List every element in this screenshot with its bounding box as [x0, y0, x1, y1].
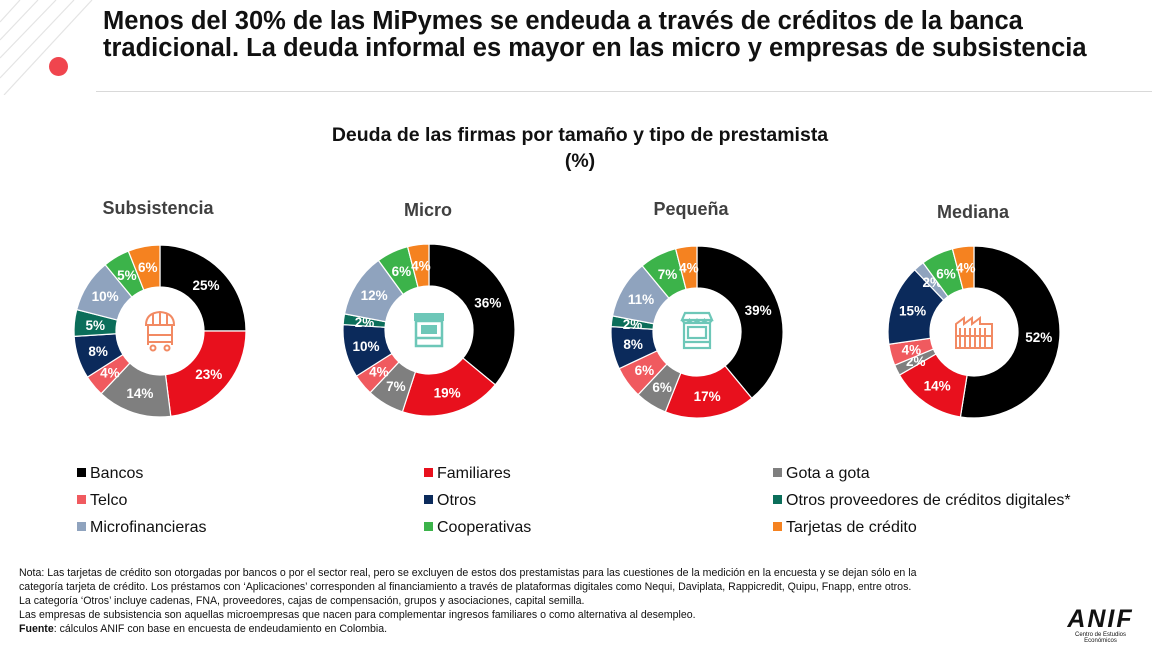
- data-label-mediana-bancos: 52%: [1025, 330, 1052, 345]
- donut-micro: 36%19%7%4%10%2%12%6% 4%: [342, 243, 516, 417]
- data-label-mediana-otros: 15%: [899, 304, 926, 319]
- data-label-subsistencia-telco: 4%: [100, 365, 120, 380]
- data-label-micro-tarjetas-de-credito: 4%: [411, 259, 431, 274]
- chart-title-line2: (%): [564, 150, 596, 172]
- slice-subsistencia-bancos: [159, 244, 247, 332]
- slice-pequena-bancos: [696, 245, 784, 400]
- factory-icon: [955, 316, 993, 349]
- donut-pequena: 39%17%6%6%8%2%11%7% 4%: [610, 245, 784, 419]
- chart-title-line1: Deuda de las firmas por tamaño y tipo de…: [331, 124, 829, 146]
- source-text: : cálculos ANIF con base en encuesta de …: [53, 623, 388, 635]
- data-label-micro-familiares: 19%: [434, 385, 461, 400]
- data-label-micro-microfinancieras: 12%: [361, 288, 388, 303]
- title-divider: [96, 91, 1152, 92]
- data-label-pequena-telco: 6%: [635, 363, 655, 378]
- data-label-micro-gota-a-gota: 7%: [386, 379, 406, 394]
- data-label-pequena-tarjetas-de-credito: 4%: [679, 261, 699, 276]
- market-stall-icon: [144, 310, 176, 352]
- data-label-pequena-gota-a-gota: 6%: [652, 380, 672, 395]
- data-label-subsistencia-otros-proveedores-de-creditos-digitales: 5%: [86, 318, 106, 333]
- donut-subsistencia: 25%23%14%4%8%5%10%5%6%: [73, 244, 247, 418]
- data-label-pequena-microfinancieras: 11%: [628, 292, 654, 307]
- data-label-subsistencia-familiares: 23%: [195, 367, 222, 382]
- data-label-pequena-otros: 8%: [623, 337, 643, 352]
- accent-dot: [49, 57, 68, 76]
- data-label-subsistencia-gota-a-gota: 14%: [126, 386, 153, 401]
- data-label-mediana-telco: 4%: [902, 342, 922, 357]
- slide-title: Menos del 30% de las MiPymes se endeuda …: [103, 7, 1087, 62]
- category-title-pequena: Pequeña: [653, 199, 729, 219]
- source-label: Fuente: [19, 623, 54, 635]
- category-title-micro: Micro: [403, 200, 452, 220]
- slice-pequena-tarjetas-de-credito: [674, 245, 698, 291]
- chart-title: Deuda de las firmas por tamaño y tipo de…: [280, 122, 880, 174]
- data-label-subsistencia-bancos: 25%: [192, 278, 219, 293]
- data-label-subsistencia-otros: 8%: [88, 344, 108, 359]
- donut-hole: [653, 288, 741, 376]
- data-label-micro-bancos: 36%: [474, 295, 501, 310]
- note-line-4: Las empresas de subsistencia son aquella…: [19, 609, 696, 621]
- data-label-pequena-cooperativas: 7%: [658, 267, 678, 282]
- anif-logo: ANIF Centro de Estudios Económicos: [1058, 605, 1143, 645]
- data-label-subsistencia-microfinancieras: 10%: [92, 289, 119, 304]
- source-line: Fuente: cálculos ANIF con base en encues…: [19, 622, 1039, 636]
- data-label-mediana-familiares: 14%: [924, 379, 951, 394]
- donut-hole: [116, 287, 204, 375]
- data-label-mediana-cooperativas: 6%: [936, 266, 956, 281]
- slice-mediana-bancos: [959, 245, 1061, 419]
- data-label-pequena-familiares: 17%: [694, 389, 721, 404]
- slice-subsistencia-tarjetas-de-credito: [127, 244, 161, 291]
- shop-icon: [680, 311, 714, 350]
- category-title-subsistencia: Subsistencia: [102, 198, 214, 218]
- data-label-micro-cooperativas: 6%: [392, 264, 412, 279]
- note-line-2: categoría tarjeta de crédito. Los présta…: [19, 581, 912, 593]
- kiosk-icon: [414, 313, 444, 348]
- footnote: Nota: Las tarjetas de crédito son otorga…: [19, 566, 1039, 636]
- slice-micro-bancos: [428, 243, 516, 386]
- slice-subsistencia-familiares: [164, 330, 247, 417]
- note-line-1: Nota: Las tarjetas de crédito son otorga…: [19, 567, 917, 579]
- data-label-micro-otros: 10%: [353, 339, 380, 354]
- donut-mediana: 52%14%2%4%15%2%6% 4%: [887, 245, 1061, 419]
- data-label-pequena-bancos: 39%: [745, 303, 772, 318]
- data-label-subsistencia-tarjetas-de-credito: 6%: [138, 260, 158, 275]
- data-label-mediana-tarjetas-de-credito: 4%: [956, 261, 976, 276]
- category-title-mediana: Mediana: [936, 202, 1010, 222]
- note-line-3: La categoría ‘Otros’ incluye cadenas, FN…: [19, 595, 585, 607]
- corner-diagonal-lines: [0, 0, 93, 95]
- slice-micro-tarjetas-de-credito: [406, 243, 430, 289]
- data-label-micro-telco: 4%: [369, 364, 389, 379]
- data-label-subsistencia-cooperativas: 5%: [117, 268, 137, 283]
- slice-mediana-tarjetas-de-credito: [951, 245, 975, 291]
- logo-wordmark: ANIF: [1067, 605, 1134, 633]
- logo-subtitle: Centro de Estudios Económicos: [1074, 632, 1127, 644]
